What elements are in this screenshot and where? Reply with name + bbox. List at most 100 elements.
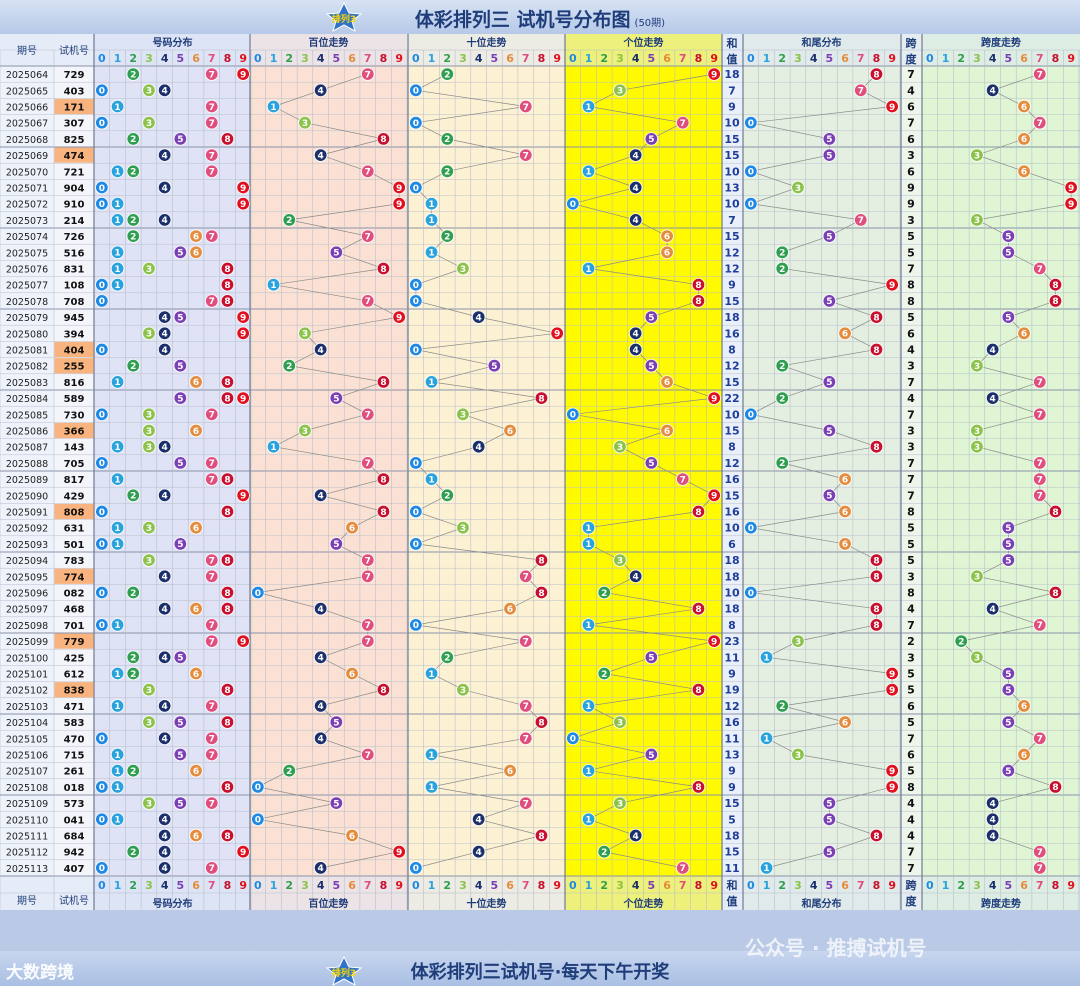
sum-tail-ball-label: 3 (795, 184, 801, 194)
sum-tail-ball (775, 391, 789, 405)
distribution-ball (157, 83, 172, 98)
units-ball (691, 294, 706, 308)
period-cell: 2025106 (6, 751, 48, 762)
units-ball (644, 359, 659, 373)
tens-ball (456, 407, 470, 422)
span-ball-label: 9 (1068, 184, 1074, 194)
hundreds-ball-label: 5 (333, 540, 339, 550)
trial-number: 904 (64, 184, 85, 195)
distribution-ball-label: 2 (130, 670, 136, 680)
trial-highlight (54, 358, 94, 374)
sum-tail-ball (822, 812, 837, 827)
distribution-ball-label: 1 (114, 378, 120, 388)
units-ball (566, 196, 580, 211)
hundreds-ball-label: 5 (333, 394, 339, 404)
tens-ball-label: 7 (523, 151, 529, 161)
units-ball (691, 602, 706, 616)
header-digit-axis-3-8: 8 (695, 52, 703, 65)
span-ball (1033, 861, 1047, 875)
units-ball (613, 83, 627, 98)
distribution-ball-label: 4 (162, 330, 168, 340)
period-cell: 2025110 (6, 815, 48, 826)
footer-slogan: 体彩排列三试机号·每天下午开奖 (410, 962, 670, 983)
tens-ball-label: 8 (538, 718, 544, 728)
hundreds-ball-label: 7 (365, 751, 371, 761)
distribution-ball-label: 7 (209, 751, 215, 761)
footer-span-label-1: 跨 (906, 878, 918, 892)
tens-ball (503, 423, 517, 438)
distribution-ball (205, 99, 219, 114)
span-ball (1033, 67, 1047, 81)
distribution-ball (157, 602, 172, 616)
distribution-ball (205, 699, 219, 713)
distribution-ball (157, 699, 172, 713)
units-ball-label: 6 (664, 378, 670, 388)
footer-digit-axis-0-3: 3 (145, 879, 153, 892)
tens-ball-label: 6 (507, 767, 513, 777)
span-ball-label: 3 (974, 427, 980, 437)
span-value: 3 (907, 214, 915, 227)
distribution-ball-label: 7 (209, 735, 215, 745)
header-digit-axis-1-3: 3 (301, 52, 309, 65)
hundreds-ball-label: 7 (365, 459, 371, 469)
hundreds-ball (313, 342, 328, 357)
span-ball (1001, 553, 1016, 567)
distribution-ball (110, 764, 125, 778)
footer-digit-axis-2-4: 4 (475, 879, 483, 892)
hundreds-ball-label: 1 (270, 443, 276, 453)
tens-ball-label: 0 (413, 459, 419, 469)
distribution-ball-label: 6 (193, 232, 199, 242)
tens-ball (409, 180, 423, 195)
tens-ball-label: 8 (538, 394, 544, 404)
footer-digit-axis-0-1: 1 (114, 879, 122, 892)
footer-digit-axis-4-9: 9 (888, 879, 896, 892)
footer-digit-axis-0-2: 2 (129, 879, 137, 892)
header-digit-axis-4-1: 1 (763, 52, 771, 65)
distribution-ball-label: 7 (209, 168, 215, 178)
span-ball (1064, 196, 1078, 211)
distribution-ball (95, 812, 109, 827)
period-cell: 2025072 (6, 200, 48, 211)
distribution-ball-label: 4 (162, 184, 168, 194)
trial-number: 261 (64, 767, 85, 778)
tens-ball-label: 4 (476, 313, 482, 323)
distribution-ball-label: 6 (193, 524, 199, 534)
hundreds-ball-label: 6 (349, 524, 355, 534)
hundreds-ball (376, 375, 391, 389)
header-digit-axis-3-1: 1 (585, 52, 593, 65)
header-digit-axis-3-3: 3 (616, 52, 624, 65)
footer-digit-axis-5-1: 1 (942, 879, 950, 892)
sum-tail-ball-label: 0 (748, 119, 754, 129)
hundreds-ball-label: 4 (318, 87, 324, 97)
tens-ball-label: 0 (413, 540, 419, 550)
hundreds-ball (392, 845, 406, 859)
span-value: 6 (907, 749, 915, 762)
units-ball-label: 8 (695, 508, 701, 518)
units-ball (660, 375, 674, 389)
distribution-ball (95, 277, 109, 292)
trial-number: 407 (64, 864, 85, 875)
span-value: 4 (907, 603, 915, 616)
distribution-ball-label: 0 (99, 200, 105, 210)
sum-value: 16 (724, 327, 740, 340)
span-ball (1048, 504, 1063, 519)
distribution-ball (205, 407, 219, 422)
distribution-ball-label: 0 (99, 816, 105, 826)
sum-value: 10 (724, 198, 740, 211)
tens-ball-label: 0 (413, 508, 419, 518)
hundreds-ball-label: 7 (365, 232, 371, 242)
distribution-ball-label: 6 (193, 378, 199, 388)
distribution-ball-label: 7 (209, 621, 215, 631)
tens-ball (471, 845, 486, 859)
trial-number: 394 (64, 329, 85, 340)
period-cell: 2025085 (6, 410, 48, 421)
tens-ball-label: 7 (523, 799, 529, 809)
distribution-ball-label: 0 (99, 297, 105, 307)
hundreds-ball (345, 828, 359, 843)
tens-ball (440, 67, 454, 81)
period-cell: 2025092 (6, 524, 48, 535)
header-digit-axis-0-3: 3 (145, 52, 153, 65)
distribution-ball-label: 1 (114, 767, 120, 777)
units-ball-label: 8 (695, 783, 701, 793)
distribution-ball (142, 683, 156, 697)
